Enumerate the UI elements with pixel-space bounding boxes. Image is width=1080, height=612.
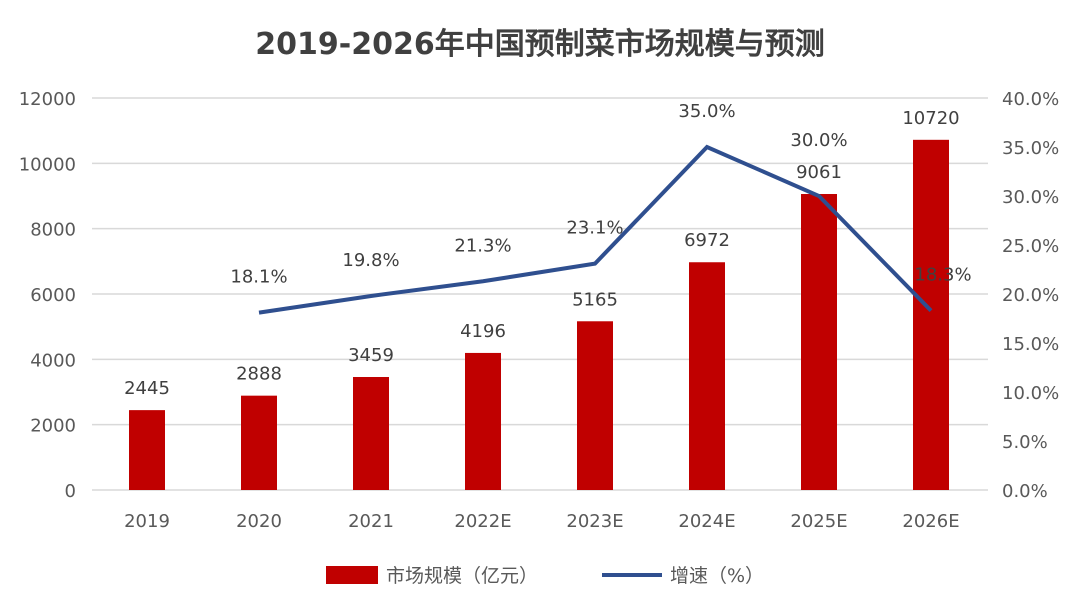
bar — [241, 395, 277, 490]
x-tick-label: 2021 — [348, 511, 394, 532]
left-tick-label: 2000 — [30, 416, 76, 437]
right-tick-label: 40.0% — [1002, 89, 1059, 110]
x-tick-label: 2025E — [790, 511, 847, 532]
bar — [353, 377, 389, 490]
bar — [801, 194, 837, 491]
bar-label: 9061 — [796, 162, 842, 183]
line-label: 35.0% — [678, 101, 735, 122]
bar — [913, 139, 949, 490]
line-label: 18.3% — [914, 265, 971, 286]
left-tick-label: 6000 — [30, 285, 76, 306]
legend-bar-swatch — [326, 566, 378, 584]
x-tick-label: 2022E — [454, 511, 511, 532]
right-tick-label: 0.0% — [1002, 481, 1048, 502]
right-tick-label: 10.0% — [1002, 383, 1059, 404]
bar-label: 2888 — [236, 364, 282, 385]
left-tick-label: 4000 — [30, 350, 76, 371]
right-tick-label: 20.0% — [1002, 285, 1059, 306]
chart-title: 2019-2026年中国预制菜市场规模与预测 — [255, 27, 824, 62]
right-tick-label: 35.0% — [1002, 138, 1059, 159]
x-tick-label: 2024E — [678, 511, 735, 532]
x-tick-label: 2023E — [566, 511, 623, 532]
bar — [577, 321, 613, 490]
bar-label: 5165 — [572, 289, 618, 310]
right-tick-label: 15.0% — [1002, 334, 1059, 355]
line-label: 19.8% — [342, 250, 399, 271]
legend-bar-label: 市场规模（亿元） — [386, 565, 538, 587]
x-tick-label: 2026E — [902, 511, 959, 532]
x-tick-label: 2020 — [236, 511, 282, 532]
bar-label: 3459 — [348, 345, 394, 366]
line-label: 30.0% — [790, 130, 847, 151]
bar-label: 10720 — [902, 108, 959, 129]
legend-line-label: 增速（%） — [670, 565, 764, 587]
left-tick-label: 10000 — [19, 154, 76, 175]
right-tick-label: 30.0% — [1002, 187, 1059, 208]
left-tick-label: 0 — [65, 481, 76, 502]
bar-label: 4196 — [460, 321, 506, 342]
x-tick-label: 2019 — [124, 511, 170, 532]
bar — [465, 352, 501, 490]
left-tick-label: 8000 — [30, 220, 76, 241]
bar — [129, 410, 165, 490]
right-tick-label: 5.0% — [1002, 432, 1048, 453]
line-label: 23.1% — [566, 218, 623, 239]
line-label: 21.3% — [454, 235, 511, 256]
bar — [689, 262, 725, 490]
bar-label: 2445 — [124, 378, 170, 399]
line-label: 18.1% — [230, 267, 287, 288]
right-tick-label: 25.0% — [1002, 236, 1059, 257]
bar-label: 6972 — [684, 230, 730, 251]
left-tick-label: 12000 — [19, 89, 76, 110]
